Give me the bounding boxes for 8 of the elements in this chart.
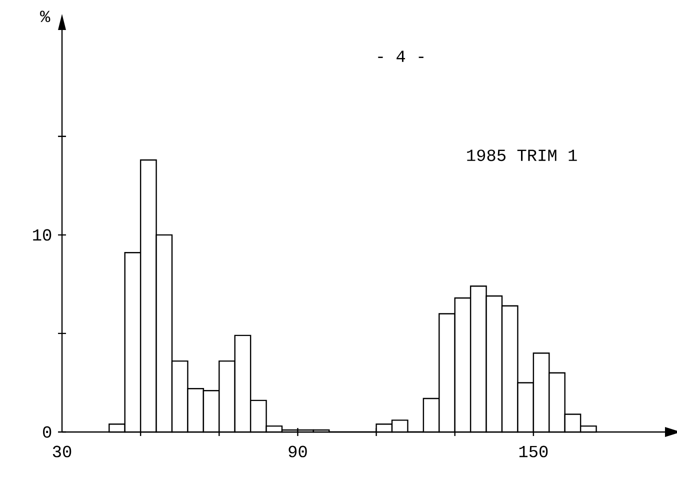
- y-tick-label: 0: [43, 426, 52, 438]
- text: 1985 TRIM 1: [467, 150, 577, 162]
- x-tick-label: 150: [519, 446, 548, 458]
- y-tick-label: 10: [33, 229, 52, 241]
- y-axis-title: %: [40, 10, 50, 22]
- annotation: - 4 -: [378, 50, 424, 62]
- x-tick-label: 30: [52, 446, 72, 458]
- x-tick-label: 90: [288, 446, 307, 458]
